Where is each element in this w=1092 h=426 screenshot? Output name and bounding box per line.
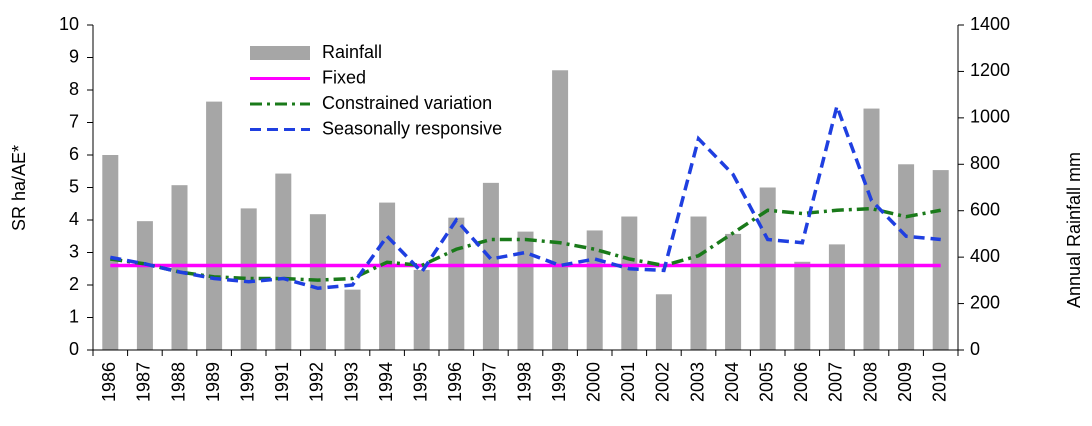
legend-label: Rainfall	[322, 42, 382, 62]
x-tick-label: 1987	[134, 362, 154, 402]
bar	[275, 173, 292, 350]
bar	[794, 261, 811, 350]
y-tick-label: 3	[69, 241, 79, 261]
legend-swatch	[250, 46, 310, 60]
y-tick-label: 2	[69, 274, 79, 294]
x-tick-label: 2008	[860, 362, 880, 402]
bar	[621, 216, 638, 350]
bar	[932, 170, 949, 350]
y-tick-label: 6	[69, 144, 79, 164]
x-tick-label: 1996	[445, 362, 465, 402]
y-tick-label: 8	[69, 79, 79, 99]
x-tick-label: 2006	[791, 362, 811, 402]
y-tick-label: 9	[69, 46, 79, 66]
y2-tick-label: 1400	[970, 14, 1010, 34]
x-tick-label: 2005	[756, 362, 776, 402]
bar	[448, 217, 465, 350]
y2-tick-label: 800	[970, 153, 1000, 173]
y-tick-label: 0	[69, 339, 79, 359]
bar	[552, 70, 569, 351]
y-tick-label: 4	[69, 209, 79, 229]
x-tick-label: 2004	[722, 362, 742, 402]
x-tick-label: 1994	[376, 362, 396, 402]
y-tick-label: 10	[59, 14, 79, 34]
bar	[309, 214, 326, 350]
x-tick-label: 2001	[618, 362, 638, 402]
x-tick-label: 2003	[687, 362, 707, 402]
y2-tick-label: 1200	[970, 60, 1010, 80]
x-tick-label: 2009	[895, 362, 915, 402]
bar	[898, 164, 915, 350]
bar	[136, 221, 153, 350]
bar	[413, 269, 430, 350]
x-tick-label: 1995	[410, 362, 430, 402]
bar	[517, 231, 534, 350]
bar	[171, 185, 188, 350]
bar	[102, 155, 119, 350]
line	[110, 206, 942, 282]
bar	[206, 101, 223, 350]
y2-tick-label: 600	[970, 199, 1000, 219]
y-tick-label: 1	[69, 306, 79, 326]
bar	[240, 208, 257, 350]
x-tick-label: 2010	[929, 362, 949, 402]
legend-label: Constrained variation	[322, 93, 492, 113]
bar	[586, 230, 603, 350]
x-tick-label: 2002	[653, 362, 673, 402]
bar	[863, 108, 880, 350]
x-tick-label: 1988	[168, 362, 188, 402]
x-tick-label: 1989	[203, 362, 223, 402]
x-tick-label: 1999	[549, 362, 569, 402]
bar	[828, 244, 845, 350]
bar	[759, 187, 776, 350]
y2-tick-label: 200	[970, 292, 1000, 312]
y-axis-label: SR ha/AE*	[9, 145, 29, 231]
bar	[690, 216, 707, 350]
x-tick-label: 1986	[99, 362, 119, 402]
x-tick-label: 1991	[272, 362, 292, 402]
bar	[725, 233, 742, 350]
x-tick-label: 1992	[307, 362, 327, 402]
bar	[344, 289, 361, 350]
y2-tick-label: 1000	[970, 107, 1010, 127]
y-tick-label: 5	[69, 176, 79, 196]
legend-label: Seasonally responsive	[322, 118, 502, 138]
x-tick-label: 2000	[583, 362, 603, 402]
bar	[379, 202, 396, 350]
x-tick-label: 1998	[514, 362, 534, 402]
x-tick-label: 1993	[341, 362, 361, 402]
x-tick-label: 1990	[237, 362, 257, 402]
y2-tick-label: 0	[970, 339, 980, 359]
y-tick-label: 7	[69, 111, 79, 131]
x-tick-label: 2007	[826, 362, 846, 402]
y2-axis-label: Annual Rainfall mm	[1064, 152, 1084, 308]
bar	[655, 294, 672, 350]
line	[109, 100, 941, 291]
legend-label: Fixed	[322, 67, 366, 87]
y2-tick-label: 400	[970, 246, 1000, 266]
x-tick-label: 1997	[480, 362, 500, 402]
